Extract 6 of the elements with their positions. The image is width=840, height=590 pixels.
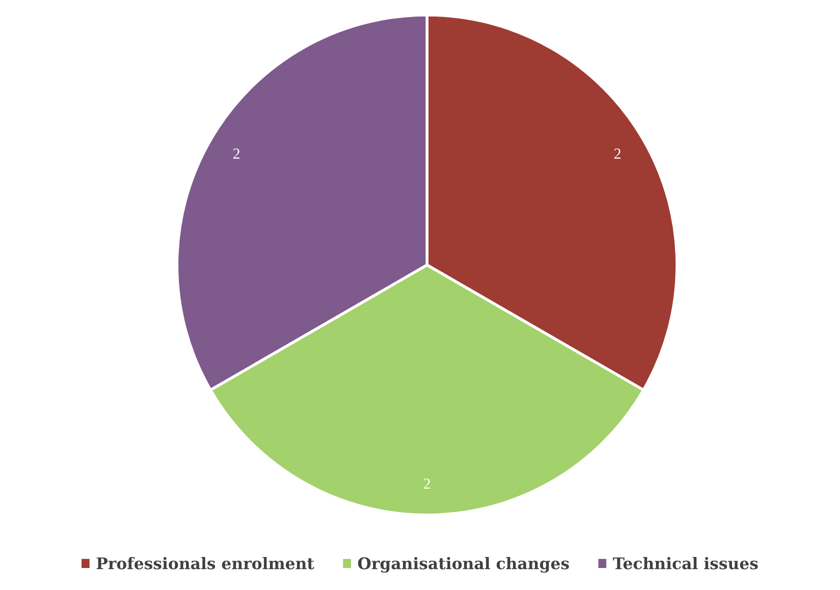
data-label: 2 [233, 148, 240, 159]
data-label: 2 [424, 478, 430, 489]
data-label: 2 [614, 148, 620, 159]
legend-label: Professionals enrolment [96, 556, 314, 570]
legend-label: Organisational changes [358, 556, 569, 573]
legend-label: Technical issues [612, 556, 758, 570]
